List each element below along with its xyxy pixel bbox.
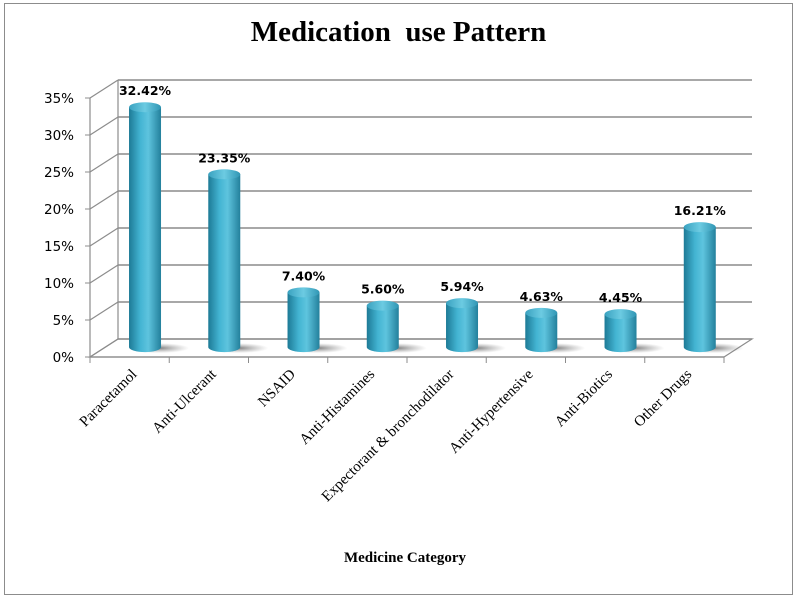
y-tick-label: 35% xyxy=(44,91,74,107)
x-tick-label: Paracetamol xyxy=(77,367,141,431)
gridline-side xyxy=(89,301,119,321)
bar xyxy=(525,307,586,354)
data-label: 4.45% xyxy=(599,290,643,305)
y-tick-label: 0% xyxy=(53,350,75,366)
x-tick-label: Anti-Ulcerant xyxy=(149,366,220,437)
data-label: 5.94% xyxy=(440,279,484,294)
y-tick-label: 5% xyxy=(53,313,75,329)
bar xyxy=(208,169,269,354)
x-tick-label: Expectorant & bronchodilator xyxy=(319,367,458,506)
x-axis-title: Medicine Category xyxy=(343,550,467,566)
bar-cap xyxy=(683,222,716,233)
gridline-side xyxy=(89,153,119,173)
bar xyxy=(604,309,665,354)
bar-body xyxy=(604,314,637,353)
bar-body xyxy=(287,292,320,353)
bar-cap xyxy=(129,102,162,113)
data-label: 5.60% xyxy=(361,282,405,297)
data-label: 23.35% xyxy=(198,150,251,165)
x-tick-label: NSAID xyxy=(255,366,299,410)
bar-body xyxy=(446,303,479,353)
bar-cap xyxy=(525,307,558,318)
bar-body xyxy=(208,174,241,353)
data-label: 7.40% xyxy=(282,268,326,283)
bar xyxy=(287,287,348,354)
chart-title: Medication use Pattern xyxy=(250,16,547,48)
gridline-side xyxy=(89,116,119,136)
y-tick-label: 15% xyxy=(44,239,74,255)
data-label: 4.63% xyxy=(520,289,564,304)
gridline-side xyxy=(89,338,119,358)
bar xyxy=(446,298,507,354)
gridline-side xyxy=(89,227,119,247)
y-tick-label: 25% xyxy=(44,165,74,181)
bar-cap xyxy=(208,169,241,180)
bar xyxy=(129,102,190,354)
x-tick-label: Other Drugs xyxy=(631,366,695,430)
bar-cap xyxy=(366,300,399,311)
y-tick-label: 30% xyxy=(44,128,74,144)
y-tick-label: 10% xyxy=(44,276,74,292)
gridline-side xyxy=(89,264,119,284)
bar xyxy=(366,300,427,354)
bar-body xyxy=(525,312,558,353)
data-label: 32.42% xyxy=(119,83,172,98)
bar-cap xyxy=(287,287,320,298)
bar-body xyxy=(683,227,716,353)
data-label: 16.21% xyxy=(674,203,727,218)
x-tick-label: Anti-Biotics xyxy=(552,366,616,430)
gridline-side xyxy=(89,190,119,210)
gridline-side xyxy=(89,79,119,99)
bar xyxy=(683,222,744,354)
x-tick-label: Anti-Histamines xyxy=(297,366,379,448)
bar-cap xyxy=(446,298,479,309)
bar-body xyxy=(366,305,399,353)
y-tick-label: 20% xyxy=(44,202,74,218)
bar-cap xyxy=(604,309,637,320)
bar-body xyxy=(129,107,162,353)
x-tick-label: Anti-Hypertensive xyxy=(446,366,536,456)
